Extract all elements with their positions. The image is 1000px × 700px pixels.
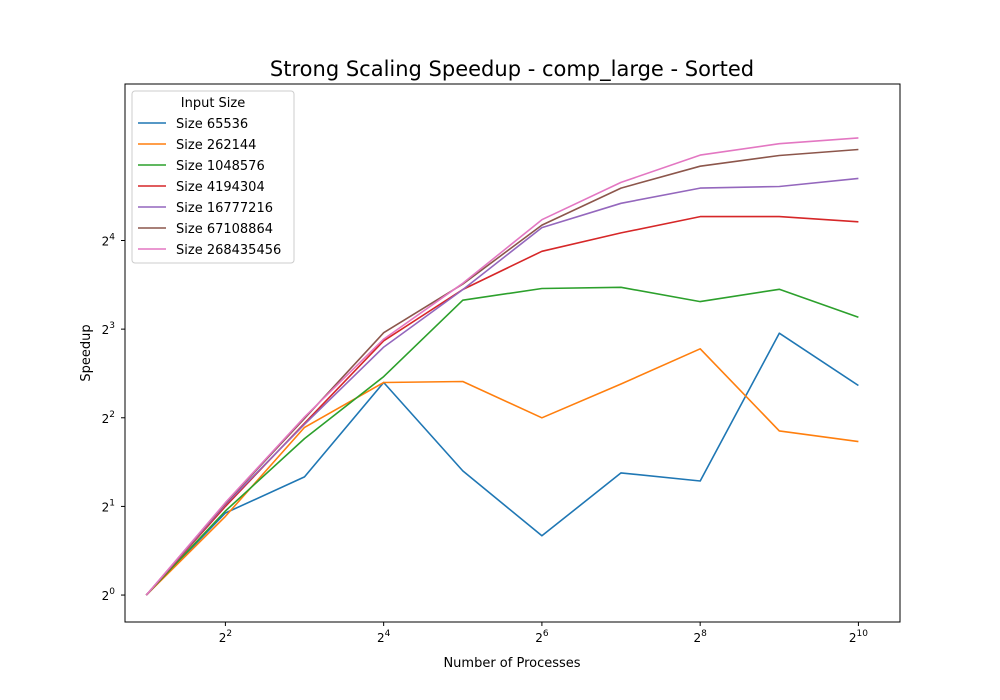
- legend-label: Size 268435456: [176, 243, 281, 258]
- x-tick-label: 24: [377, 629, 391, 645]
- y-tick-exponent: 3: [109, 321, 115, 331]
- x-tick-exponent: 8: [701, 629, 707, 639]
- x-tick-exponent: 4: [385, 629, 391, 639]
- y-tick-label: 22: [102, 410, 115, 426]
- x-tick-base: 2: [693, 631, 701, 645]
- x-tick-base: 2: [219, 631, 227, 645]
- chart-title: Strong Scaling Speedup - comp_large - So…: [270, 57, 754, 82]
- legend-label: Size 262144: [176, 138, 256, 153]
- legend-label: Size 67108864: [176, 222, 273, 237]
- y-axis-label: Speedup: [79, 324, 94, 381]
- x-tick-label: 26: [535, 629, 549, 645]
- series-lines: [145, 137, 859, 596]
- y-tick-base: 2: [102, 500, 110, 514]
- x-axis-ticks: 22 24 26 28 210: [219, 622, 868, 645]
- x-tick-label: 210: [849, 629, 868, 645]
- y-tick-base: 2: [102, 323, 110, 337]
- y-tick-exponent: 1: [109, 498, 115, 508]
- legend: Input Size Size 65536 Size 262144 Size 104…: [131, 90, 295, 264]
- legend-box: [131, 90, 295, 264]
- x-tick-exponent: 10: [857, 629, 869, 639]
- series-line: [145, 137, 859, 596]
- y-tick-label: 21: [102, 498, 115, 514]
- x-tick-label: 22: [219, 629, 232, 645]
- series-line: [145, 286, 859, 596]
- legend-label: Size 1048576: [176, 159, 265, 174]
- legend-label: Size 65536: [176, 117, 248, 132]
- x-tick-base: 2: [535, 631, 543, 645]
- legend-title: Input Size: [181, 96, 245, 111]
- y-tick-label: 24: [102, 232, 116, 248]
- series-line: [145, 332, 859, 596]
- legend-label: Size 4194304: [176, 180, 265, 195]
- x-axis-label: Number of Processes: [443, 656, 580, 671]
- y-tick-label: 23: [102, 321, 115, 337]
- x-tick-base: 2: [377, 631, 385, 645]
- y-tick-base: 2: [102, 589, 110, 603]
- x-tick-base: 2: [849, 631, 857, 645]
- plot-frame: [124, 83, 901, 623]
- y-tick-exponent: 0: [109, 587, 115, 597]
- x-tick-exponent: 6: [543, 629, 549, 639]
- y-tick-base: 2: [102, 412, 110, 426]
- series-line: [145, 177, 859, 596]
- y-tick-exponent: 4: [109, 232, 115, 242]
- y-tick-exponent: 2: [109, 410, 115, 420]
- y-tick-label: 20: [102, 587, 116, 603]
- x-tick-exponent: 2: [226, 629, 232, 639]
- y-tick-base: 2: [102, 234, 110, 248]
- legend-label: Size 16777216: [176, 201, 273, 216]
- series-line: [145, 347, 859, 596]
- x-tick-label: 28: [693, 629, 707, 645]
- series-line: [145, 215, 859, 596]
